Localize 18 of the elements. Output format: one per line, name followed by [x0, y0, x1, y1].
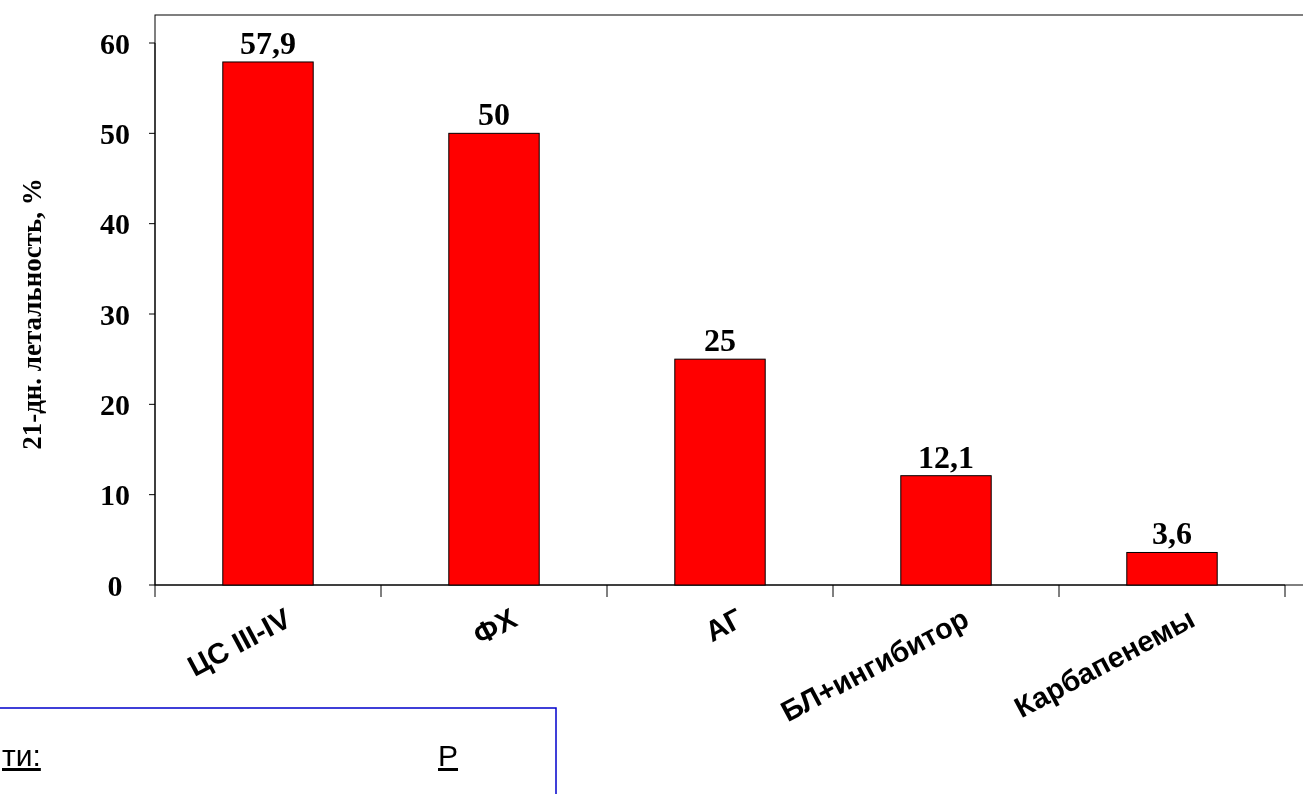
y-tick-label: 40 [100, 207, 130, 241]
y-axis-title: 21-дн. летальность, % [17, 178, 48, 450]
x-tick-label: АГ [699, 602, 748, 648]
text: ти: [2, 739, 41, 772]
data-label: 12,1 [918, 438, 974, 475]
y-tick-label: 60 [100, 26, 130, 60]
data-label: 50 [478, 96, 510, 133]
y-tick-label: 20 [100, 387, 130, 421]
x-tick-label: ЦС III-IV [182, 601, 297, 683]
y-tick-label: 0 [107, 568, 123, 602]
data-label: 3,6 [1152, 515, 1192, 552]
data-label: 25 [704, 322, 736, 359]
y-tick-label: 30 [100, 297, 130, 331]
x-tick-label: ФХ [467, 601, 523, 652]
y-tick-label: 10 [100, 478, 130, 512]
data-label: 57,9 [240, 24, 296, 61]
text: Р [438, 739, 459, 772]
y-tick-label: 50 [100, 116, 130, 150]
